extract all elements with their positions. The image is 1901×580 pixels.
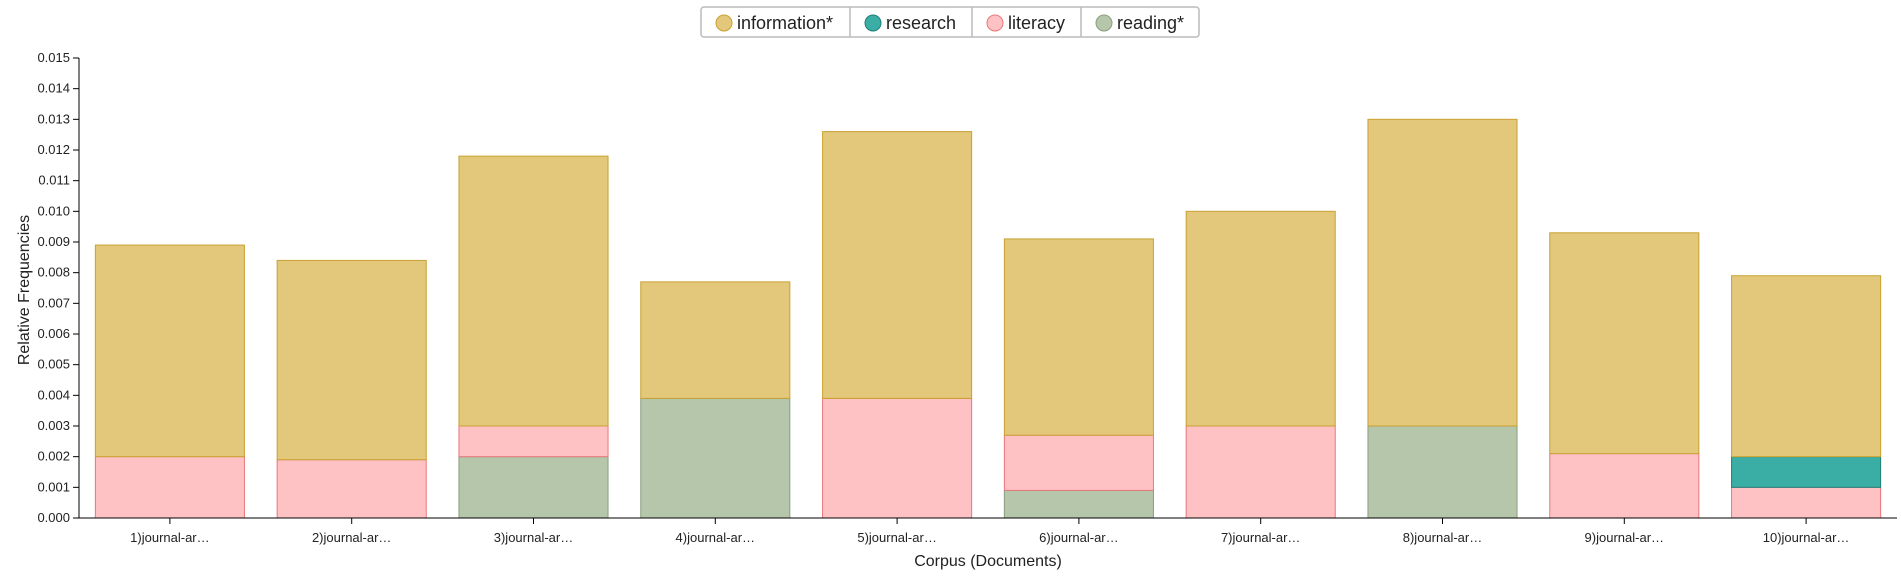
x-tick-label: 6)journal-ar… (1039, 530, 1118, 545)
y-tick-label: 0.005 (37, 357, 70, 372)
bar-segment-literacy-10 (1731, 486, 1882, 519)
legend-swatch-icon (1095, 14, 1113, 32)
bar-segment-literacy-9 (1549, 453, 1700, 519)
legend-box (700, 6, 1200, 38)
y-tick-label: 0.008 (37, 265, 70, 280)
legend-item-reading[interactable]: reading* (1095, 13, 1184, 33)
x-tick-label: 7)journal-ar… (1221, 530, 1300, 545)
y-tick-label: 0.009 (37, 234, 70, 249)
bar-segment-information-7 (1185, 210, 1336, 427)
bar-segment-information-10 (1731, 275, 1882, 458)
bar-segment-reading-3 (458, 456, 609, 519)
legend-swatch-icon (864, 14, 882, 32)
bar-segment-information-5 (822, 131, 973, 399)
bars-layer (94, 118, 1882, 519)
legend-label: information* (737, 13, 833, 33)
y-tick-label: 0.015 (37, 50, 70, 65)
legend-label: reading* (1117, 13, 1184, 33)
bar-segment-information-8 (1367, 118, 1518, 427)
y-axis-title: Relative Frequencies (16, 215, 33, 365)
bar-segment-information-4 (640, 281, 791, 399)
y-axis: 0.000 0.001 0.002 0.003 0.004 0.005 0.006 0.007… (37, 50, 80, 525)
legend-item-information[interactable]: information* (715, 13, 833, 33)
y-tick-label: 0.011 (38, 173, 70, 188)
bar-segment-literacy-7 (1185, 425, 1336, 519)
x-tick-label: 4)journal-ar… (676, 530, 755, 545)
bar-segment-research-10 (1731, 456, 1882, 488)
x-tick-label: 5)journal-ar… (857, 530, 936, 545)
y-tick-label: 0.010 (37, 203, 70, 218)
y-tick-label: 0.001 (37, 479, 70, 494)
bar-segment-information-3 (458, 155, 609, 427)
y-tick-label: 0.004 (37, 387, 70, 402)
x-tick-label: 3)journal-ar… (494, 530, 573, 545)
bar-segment-literacy-5 (822, 397, 973, 519)
legend-item-literacy[interactable]: literacy (986, 13, 1065, 33)
legend-item-research[interactable]: research (864, 13, 956, 33)
y-tick-label: 0.014 (37, 81, 70, 96)
bar-segment-reading-8 (1367, 425, 1518, 519)
bar-segment-reading-6 (1003, 489, 1154, 519)
y-tick-label: 0.007 (37, 295, 70, 310)
x-tick-label: 1)journal-ar… (130, 530, 209, 545)
bar-segment-literacy-3 (458, 425, 609, 458)
bar-segment-literacy-6 (1003, 434, 1154, 491)
bar-segment-information-2 (276, 259, 427, 461)
legend-label: literacy (1008, 13, 1065, 33)
bar-segment-information-9 (1549, 232, 1700, 455)
bar-segment-literacy-2 (276, 459, 427, 519)
x-tick-label: 2)journal-ar… (312, 530, 391, 545)
bar-segment-information-6 (1003, 238, 1154, 436)
bar-segment-information-1 (94, 244, 245, 458)
x-axis-title: Corpus (Documents) (914, 553, 1062, 570)
y-tick-label: 0.003 (37, 418, 70, 433)
y-tick-label: 0.002 (37, 449, 70, 464)
bar-segment-literacy-1 (94, 456, 245, 519)
x-tick-label: 9)journal-ar… (1585, 530, 1664, 545)
y-tick-label: 0.006 (37, 326, 70, 341)
y-tick-label: 0.013 (37, 111, 70, 126)
y-tick-label: 0.000 (37, 510, 70, 525)
bar-segment-reading-4 (640, 397, 791, 519)
legend-swatch-icon (986, 14, 1004, 32)
y-tick-label: 0.012 (37, 142, 70, 157)
legend-label: research (886, 13, 956, 33)
x-tick-label: 10)journal-ar… (1763, 530, 1850, 545)
legend: information* research literacy reading* (700, 6, 1200, 38)
legend-swatch-icon (715, 14, 733, 32)
x-axis: 1)journal-ar… 2)journal-ar… 3)journal-ar… 4… (79, 517, 1897, 545)
x-tick-label: 8)journal-ar… (1403, 530, 1482, 545)
